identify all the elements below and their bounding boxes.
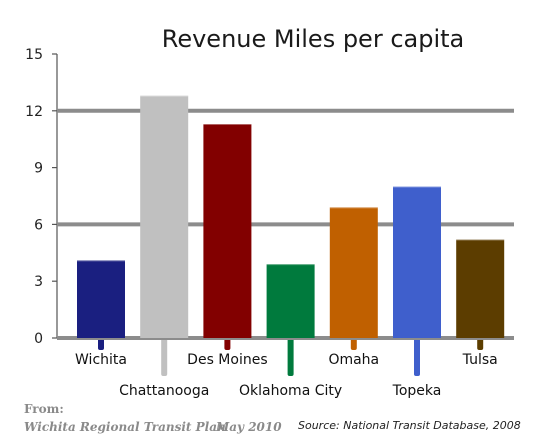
category-label: Oklahoma City [239,383,342,399]
category-marker [350,338,357,350]
category-marker [477,338,484,350]
bar [456,239,505,338]
y-tick-label: 15 [25,47,43,63]
y-tick-label: 12 [25,104,43,120]
from-date: May 2010 [216,420,282,434]
category-label: Omaha [328,352,379,368]
category-markers [98,338,484,376]
y-axis: 0 3 6 9 12 15 [25,47,58,347]
chart-title: Revenue Miles per capita [162,25,465,53]
category-marker [414,338,420,376]
category-marker [287,338,294,376]
bar [266,264,315,338]
category-label: Chattanooga [119,383,209,399]
category-label: Wichita [75,352,127,368]
bar [329,207,378,338]
y-tick-label: 6 [34,217,43,233]
from-source: Wichita Regional Transit Plan [24,420,226,434]
y-tick-label: 9 [34,161,43,177]
category-labels: Wichita Chattanooga Des Moines Oklahoma Cit… [75,352,498,399]
bar [140,95,189,338]
gridlines [57,108,514,227]
bar [393,186,441,338]
category-marker [161,338,168,376]
category-label: Des Moines [187,352,267,368]
category-label: Tulsa [462,352,498,368]
category-label: Topeka [392,383,442,399]
bar [77,260,125,338]
category-marker [224,338,231,350]
source-note: Source: National Transit Database, 2008 [298,419,521,432]
from-label: From: [24,402,64,416]
y-tick-label: 3 [34,274,43,290]
bars [77,95,505,338]
bar [203,124,252,338]
category-marker [98,338,104,350]
y-tick-label: 0 [34,331,43,347]
